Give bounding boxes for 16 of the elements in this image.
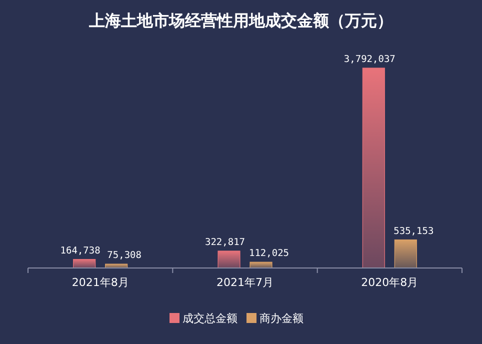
data-label: 3,792,037	[344, 54, 396, 65]
bar	[218, 250, 240, 268]
x-tick-label: 2021年8月	[72, 276, 129, 289]
bar	[362, 68, 385, 268]
legend-label: 商办金额	[260, 312, 304, 325]
bar	[394, 239, 417, 268]
data-label: 322,817	[204, 236, 246, 248]
data-label: 75,308	[107, 250, 142, 262]
x-tick-label: 2020年8月	[361, 276, 418, 289]
bar	[73, 259, 96, 268]
x-tick-label: 2021年7月	[216, 276, 274, 289]
data-label: 112,025	[248, 248, 290, 260]
data-label: 535,153	[394, 226, 434, 237]
chart-title: 上海土地市场经营性用地成交金额（万元）	[88, 11, 393, 30]
data-label: 164,738	[60, 245, 101, 256]
legend-label: 成交总金额	[182, 312, 238, 325]
